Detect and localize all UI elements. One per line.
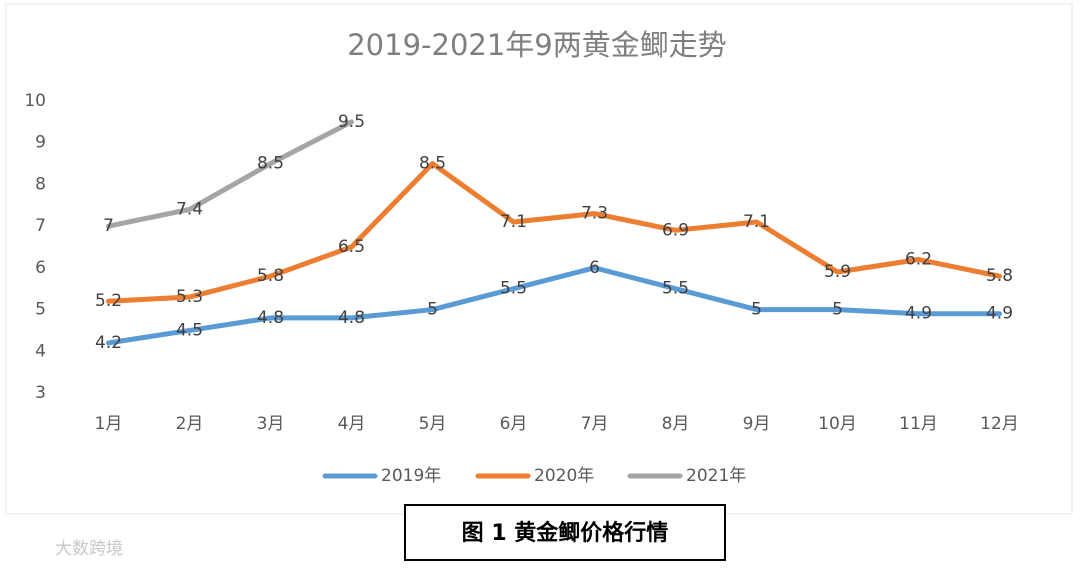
x-tick-label: 1月	[95, 414, 123, 434]
data-label: 9.5	[338, 112, 365, 132]
caption-box	[404, 504, 726, 561]
legend-label: 2019年	[381, 466, 441, 486]
data-label: 6.5	[338, 237, 365, 257]
x-tick-label: 3月	[257, 414, 285, 434]
x-tick-label: 11月	[899, 414, 938, 434]
series-line	[106, 161, 1002, 304]
series-line	[106, 119, 354, 229]
data-label: 5.8	[257, 266, 284, 286]
x-tick-label: 10月	[818, 414, 857, 434]
data-label: 4.2	[95, 333, 122, 353]
y-tick-label: 8	[35, 174, 46, 194]
data-label: 8.5	[419, 154, 446, 174]
data-label: 7.1	[743, 212, 770, 232]
y-tick-label: 7	[35, 216, 46, 236]
x-tick-label: 4月	[338, 414, 366, 434]
x-tick-label: 6月	[500, 414, 528, 434]
x-tick-label: 2月	[176, 414, 204, 434]
legend-label: 2021年	[686, 466, 746, 486]
data-label: 8.5	[257, 154, 284, 174]
data-label: 6.2	[905, 250, 932, 270]
caption: 图 1 黄金鲫价格行情	[462, 520, 669, 546]
data-label: 7.3	[581, 204, 608, 224]
y-tick-label: 10	[24, 91, 46, 111]
chart-title: 2019-2021年9两黄金鲫走势	[347, 28, 727, 62]
y-tick-label: 6	[35, 258, 46, 278]
data-label: 5	[832, 300, 843, 320]
data-label: 7.1	[500, 212, 527, 232]
x-tick-label: 9月	[743, 414, 771, 434]
data-label: 4.8	[338, 308, 365, 328]
x-tick-label: 12月	[980, 414, 1019, 434]
series-line	[106, 265, 1002, 346]
data-label: 4.8	[257, 308, 284, 328]
y-tick-label: 5	[35, 300, 46, 320]
legend-label: 2020年	[534, 466, 594, 486]
data-label: 6.9	[662, 220, 689, 240]
y-tick-label: 3	[35, 383, 46, 403]
y-tick-label: 9	[35, 133, 46, 153]
x-tick-label: 8月	[662, 414, 690, 434]
data-label: 4.9	[905, 304, 932, 324]
data-label: 7	[103, 216, 114, 236]
data-label: 5.5	[500, 279, 527, 299]
data-label: 4.9	[986, 304, 1013, 324]
x-tick-label: 5月	[419, 414, 447, 434]
watermark: 大数跨境	[55, 539, 123, 559]
chart-frame	[5, 3, 1073, 515]
data-label: 4.5	[176, 320, 203, 340]
data-label: 5.3	[176, 287, 203, 307]
data-label: 5	[427, 300, 438, 320]
data-label: 5.5	[662, 279, 689, 299]
data-label: 6	[589, 258, 600, 278]
data-label: 5.2	[95, 291, 122, 311]
data-label: 7.4	[176, 199, 203, 219]
data-label: 5.9	[824, 262, 851, 282]
data-label: 5	[751, 300, 762, 320]
x-tick-label: 7月	[581, 414, 609, 434]
data-label: 5.8	[986, 266, 1013, 286]
y-tick-label: 4	[35, 341, 46, 361]
